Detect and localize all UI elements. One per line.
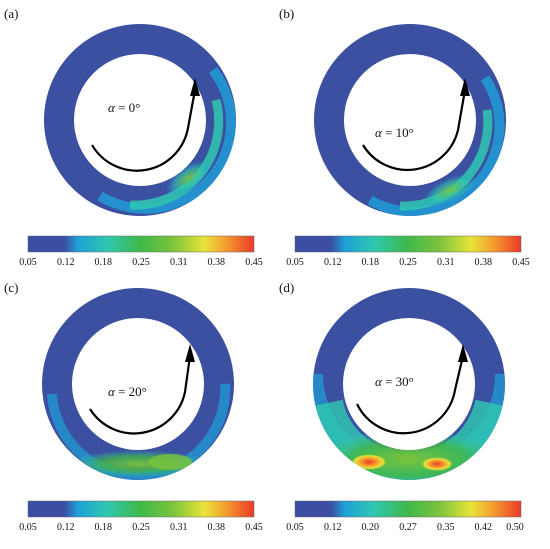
tick-label: 0.38 [207,257,226,268]
tick-label: 0.31 [436,257,455,268]
angle-value: = 30° [381,374,414,389]
angle-label-b: α = 10° [375,125,414,141]
colorbar-c [27,500,255,518]
ring-contour-d [303,288,515,494]
tick-label: 0.25 [132,257,150,268]
panel-a: (a) α = 0° 0.05 0.12 0.18 0.25 0.31 0.38… [0,0,275,274]
tick-label: 0.18 [94,522,113,533]
rotation-arrow-d [356,355,465,435]
alpha-symbol: α [108,384,115,399]
tick-label: 0.42 [474,522,493,533]
ring-contour-c [42,288,234,481]
arrow-head-a [190,78,200,96]
alpha-symbol: α [375,374,382,389]
angle-label-d: α = 30° [375,374,414,390]
colorbar-d [294,500,522,518]
tick-label: 0.12 [323,522,342,533]
tick-label: 0.18 [94,257,113,268]
arrow-head-c [185,344,195,362]
tick-label: 0.50 [506,522,524,533]
angle-value: = 20° [114,384,147,399]
tick-label: 0.38 [207,522,226,533]
tick-label: 0.45 [245,522,263,533]
ring-contour-b [314,24,506,217]
tick-label: 0.05 [19,257,37,268]
tick-label: 0.35 [436,522,455,533]
angle-value: = 10° [381,125,414,140]
panel-b: (b) α = 10° 0.05 0.12 0.18 0.25 0.31 0.3… [275,0,550,274]
panel-label-b: (b) [279,6,295,21]
tick-label: 0.38 [474,257,493,268]
tick-label: 0.12 [56,257,75,268]
tick-label: 0.20 [361,522,380,533]
alpha-symbol: α [108,100,115,115]
tick-label: 0.05 [286,522,304,533]
tick-label: 0.27 [399,522,417,533]
rotation-arrow-c [89,355,192,435]
tick-label: 0.31 [169,522,188,533]
panel-label-c: (c) [4,280,19,295]
tick-label: 0.45 [245,257,263,268]
alpha-symbol: α [375,125,382,140]
rotation-arrow-b [362,89,467,172]
panel-label-d: (d) [279,280,295,295]
panel-c: (c) α = 20° 0.05 0.12 0.18 0.25 0.31 0.3… [0,274,275,548]
colorbar-b [294,235,522,253]
tick-label: 0.12 [323,257,342,268]
angle-label-a: α = 0° [108,100,140,116]
tick-label: 0.45 [512,257,530,268]
arrow-head-d [458,344,468,362]
angle-value: = 0° [114,100,141,115]
colorbar-a [27,235,255,253]
tick-label: 0.18 [361,257,380,268]
rotation-arrow-a [91,89,197,172]
tick-label: 0.05 [19,522,37,533]
panel-label-a: (a) [4,6,19,21]
tick-label: 0.25 [399,257,417,268]
tick-label: 0.25 [132,522,150,533]
ring-contour-a [44,24,237,216]
tick-label: 0.05 [286,257,304,268]
arrow-head-b [460,78,470,96]
tick-label: 0.31 [169,257,188,268]
tick-label: 0.12 [56,522,75,533]
angle-label-c: α = 20° [108,384,147,400]
panel-d: (d) α = 30° 0.05 0.12 0.20 0.27 0.35 0.4… [275,274,550,548]
